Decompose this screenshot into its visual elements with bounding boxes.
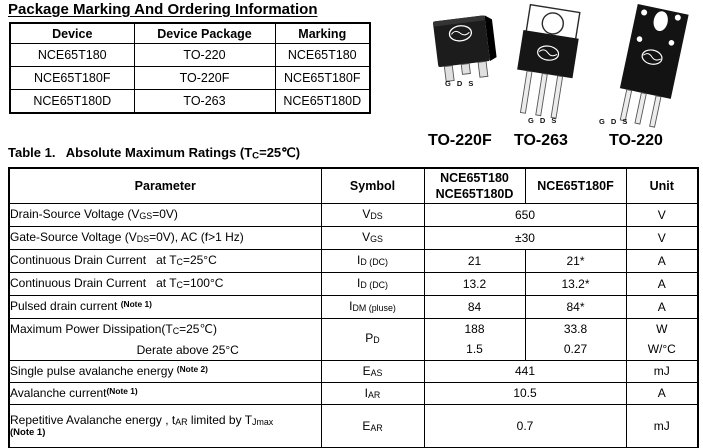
marking-cell: NCE65T180F [274,66,371,90]
value-cell: 0.7 [423,403,627,448]
ordering-table: Device Device Package Marking NCE65T180 … [9,22,371,114]
unit-cell: mJ [625,403,699,448]
value-cell-b: 33.8 0.27 [524,317,627,361]
symbol-cell: IDM (pluse) [320,294,425,319]
value-cell: 441 [423,359,627,383]
ordering-header-marking: Marking [274,22,371,44]
symbol-cell: EAS [320,359,425,383]
note-reference: (Note 1) [10,427,46,439]
value-cell-a: 84 [423,294,526,319]
value-cell-b: 21* [524,248,627,273]
to220-pin-labels: G D S [528,116,558,125]
to263-pin-labels: G D S [445,79,475,88]
value-cell: ±30 [423,225,627,250]
ordering-header-device: Device [9,22,135,44]
param-cell: Maximum Power Dissipation(TC=25℃) Derate… [8,317,322,361]
table-row: Continuous Drain Current at TC=100°C ID … [8,271,699,296]
to263-label: TO-220F [428,132,492,149]
header-device-a: NCE65T180 NCE65T180D [423,167,526,204]
param-cell: Continuous Drain Current at TC=25°C [8,248,322,273]
symbol-cell: ID (DC) [320,271,425,296]
to220f-package-image: G D S [599,3,689,128]
logo-icon [537,45,560,61]
param-cell: Pulsed drain current (Note 1) [8,294,322,319]
symbol-cell: IAR [320,381,425,405]
to220-label: TO-263 [514,132,568,149]
page-title: Package Marking And Ordering Information [8,1,318,18]
header-unit: Unit [625,167,699,204]
header-symbol: Symbol [320,167,425,204]
table-row: Pulsed drain current (Note 1) IDM (pluse… [8,294,699,319]
device-cell: NCE65T180D [9,89,135,114]
table-row: Single pulse avalanche energy (Note 2) E… [8,359,699,383]
header-device-b: NCE65T180F [524,167,627,204]
table-row: Repetitive Avalanche energy , tAR limite… [8,403,699,448]
table-row: Gate-Source Voltage (VDS=0V), AC (f>1 Hz… [8,225,699,250]
param-cell: Repetitive Avalanche energy , tAR limite… [8,403,322,448]
symbol-cell: EAR [320,403,425,448]
to220f-label: TO-220 [609,132,663,149]
param-cell: Single pulse avalanche energy (Note 2) [8,359,322,383]
unit-cell: A [625,381,699,405]
symbol-cell: VGS [320,225,425,250]
table-row: Drain-Source Voltage (VGS=0V) VDS 650 V [8,202,699,227]
marking-cell: NCE65T180 [274,43,371,67]
device-cell: NCE65T180F [9,66,135,90]
logo-icon [448,25,473,42]
unit-cell: mJ [625,359,699,383]
unit-cell: A [625,271,699,296]
value-cell-b: 84* [524,294,627,319]
ratings-table-title: Table 1. Absolute Maximum Ratings (TC=25… [8,145,301,162]
value-cell-a: 188 1.5 [423,317,526,361]
symbol-cell: ID (DC) [320,248,425,273]
table-row: Avalanche current(Note 1) IAR 10.5 A [8,381,699,405]
to220-package-image: G D S [517,3,581,125]
unit-cell: A [625,248,699,273]
package-cell: TO-220F [133,66,276,90]
logo-icon [641,49,663,65]
ratings-header-row: Parameter Symbol NCE65T180 NCE65T180D NC… [8,167,699,204]
value-cell: 10.5 [423,381,627,405]
package-cell: TO-220 [133,43,276,67]
unit-cell: W W/°C [625,317,699,361]
marking-cell: NCE65T180D [274,89,371,114]
unit-cell: V [625,202,699,227]
derate-line: Derate above 25°C [136,342,239,357]
param-cell: Avalanche current(Note 1) [8,381,322,405]
table-row: NCE65T180 TO-220 NCE65T180 [9,43,371,67]
unit-cell: V [625,225,699,250]
ordering-header-row: Device Device Package Marking [9,22,371,44]
table-row: NCE65T180D TO-263 NCE65T180D [9,89,371,114]
param-cell: Drain-Source Voltage (VGS=0V) [8,202,322,227]
ratings-table: Parameter Symbol NCE65T180 NCE65T180D NC… [8,167,699,448]
to263-package-image: G D S [433,15,497,88]
package-images: G D S G D S [400,2,703,160]
param-cell: Continuous Drain Current at TC=100°C [8,271,322,296]
symbol-cell: PD [320,317,425,361]
unit-cell: A [625,294,699,319]
to220f-pin-labels: G D S [599,117,629,126]
device-cell: NCE65T180 [9,43,135,67]
symbol-cell: VDS [320,202,425,227]
value-cell-a: 13.2 [423,271,526,296]
value-cell-b: 13.2* [524,271,627,296]
header-parameter: Parameter [8,167,322,204]
param-cell: Gate-Source Voltage (VDS=0V), AC (f>1 Hz… [8,225,322,250]
package-cell: TO-263 [133,89,276,114]
ordering-header-package: Device Package [133,22,276,44]
value-cell: 650 [423,202,627,227]
value-cell-a: 21 [423,248,526,273]
table-row: Maximum Power Dissipation(TC=25℃) Derate… [8,317,699,361]
table-row: NCE65T180F TO-220F NCE65T180F [9,66,371,90]
table-row: Continuous Drain Current at TC=25°C ID (… [8,248,699,273]
